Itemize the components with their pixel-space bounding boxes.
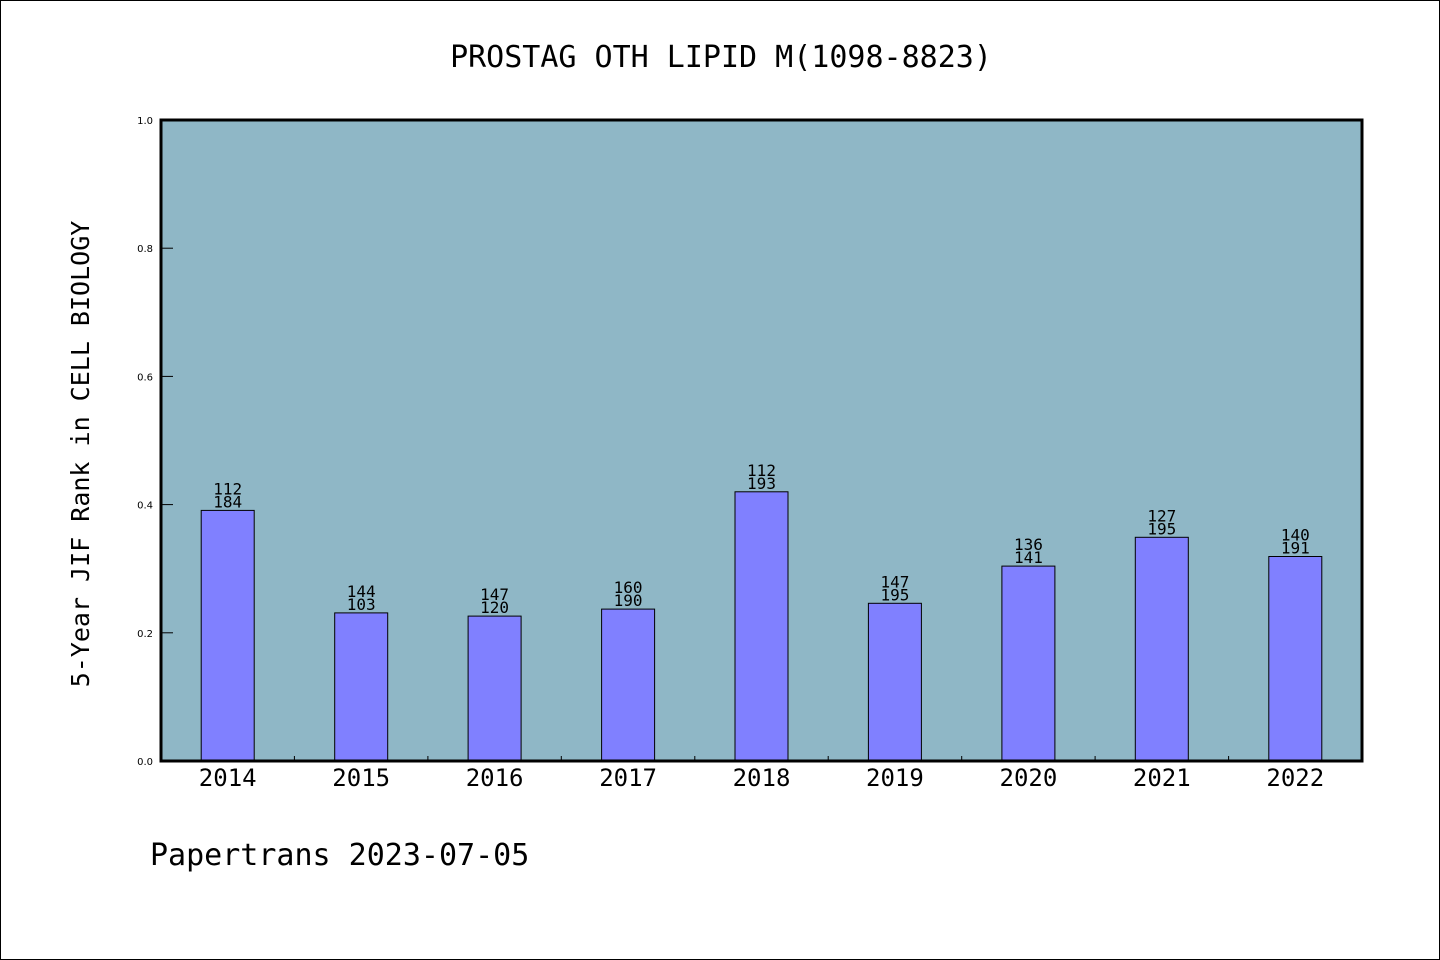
bar-2022 (1268, 556, 1323, 762)
bar-2014 (200, 509, 255, 762)
y-tick-label: 1.0 (137, 116, 153, 127)
bar-2019 (867, 602, 922, 762)
bar-label-top-2017: 160 (614, 578, 643, 597)
bar-label-top-2018: 112 (747, 461, 776, 480)
bar-label-bottom-2015: 103 (347, 595, 376, 614)
bar-2015 (334, 612, 389, 762)
bar-label-bottom-2017: 190 (614, 591, 643, 610)
data-labels-layer: 1121841441031471201601901121931471951361… (213, 461, 1310, 617)
x-tick-label-2019: 2019 (866, 764, 924, 792)
bar-label-bottom-2016: 120 (480, 598, 509, 617)
plot-frame (159, 118, 1364, 763)
bars-layer (200, 491, 1323, 762)
bar-label-top-2022: 140 (1281, 526, 1310, 545)
y-axis-label: 5-Year JIF Rank in CELL BIOLOGY (66, 221, 95, 688)
x-axis: 2014 2015 2016 2017 2018 2019 2020 2021 2022 (199, 756, 1324, 792)
y-tick-label: 0.6 (137, 372, 153, 383)
bar-label-top-2020: 136 (1014, 535, 1043, 554)
bar-label-top-2015: 144 (347, 582, 376, 601)
x-tick-label-2017: 2017 (599, 764, 657, 792)
bar-2021 (1134, 536, 1189, 762)
y-tick-label: 0.2 (137, 629, 153, 640)
x-tick-label-2018: 2018 (733, 764, 791, 792)
bar-label-bottom-2014: 184 (213, 492, 242, 511)
bar-2020 (1001, 565, 1056, 762)
bar-label-top-2019: 147 (880, 572, 909, 591)
bar-label-bottom-2021: 195 (1147, 519, 1176, 538)
footer-source-date: Papertrans 2023-07-05 (150, 838, 529, 873)
x-tick-label-2021: 2021 (1133, 764, 1191, 792)
x-tick-label-2014: 2014 (199, 764, 257, 792)
bar-label-bottom-2019: 195 (880, 585, 909, 604)
bar-label-bottom-2022: 191 (1281, 539, 1310, 558)
bar-label-top-2021: 127 (1147, 506, 1176, 525)
bar-label-bottom-2018: 193 (747, 474, 776, 493)
bar-2018 (734, 491, 789, 762)
bar-2016 (467, 615, 522, 762)
bar-2017 (601, 608, 656, 762)
y-tick-label: 0.4 (137, 501, 153, 512)
y-tick-label: 0.0 (137, 757, 153, 768)
bar-label-top-2016: 147 (480, 585, 509, 604)
x-tick-label-2022: 2022 (1266, 764, 1324, 792)
chart-title: PROSTAG OTH LIPID M(1098-8823) (450, 40, 992, 75)
x-tick-label-2015: 2015 (332, 764, 390, 792)
bar-label-bottom-2020: 141 (1014, 548, 1043, 567)
y-tick-label: 0.8 (137, 244, 153, 255)
x-tick-label-2016: 2016 (466, 764, 524, 792)
x-tick-label-2020: 2020 (1000, 764, 1058, 792)
bar-label-top-2014: 112 (213, 479, 242, 498)
